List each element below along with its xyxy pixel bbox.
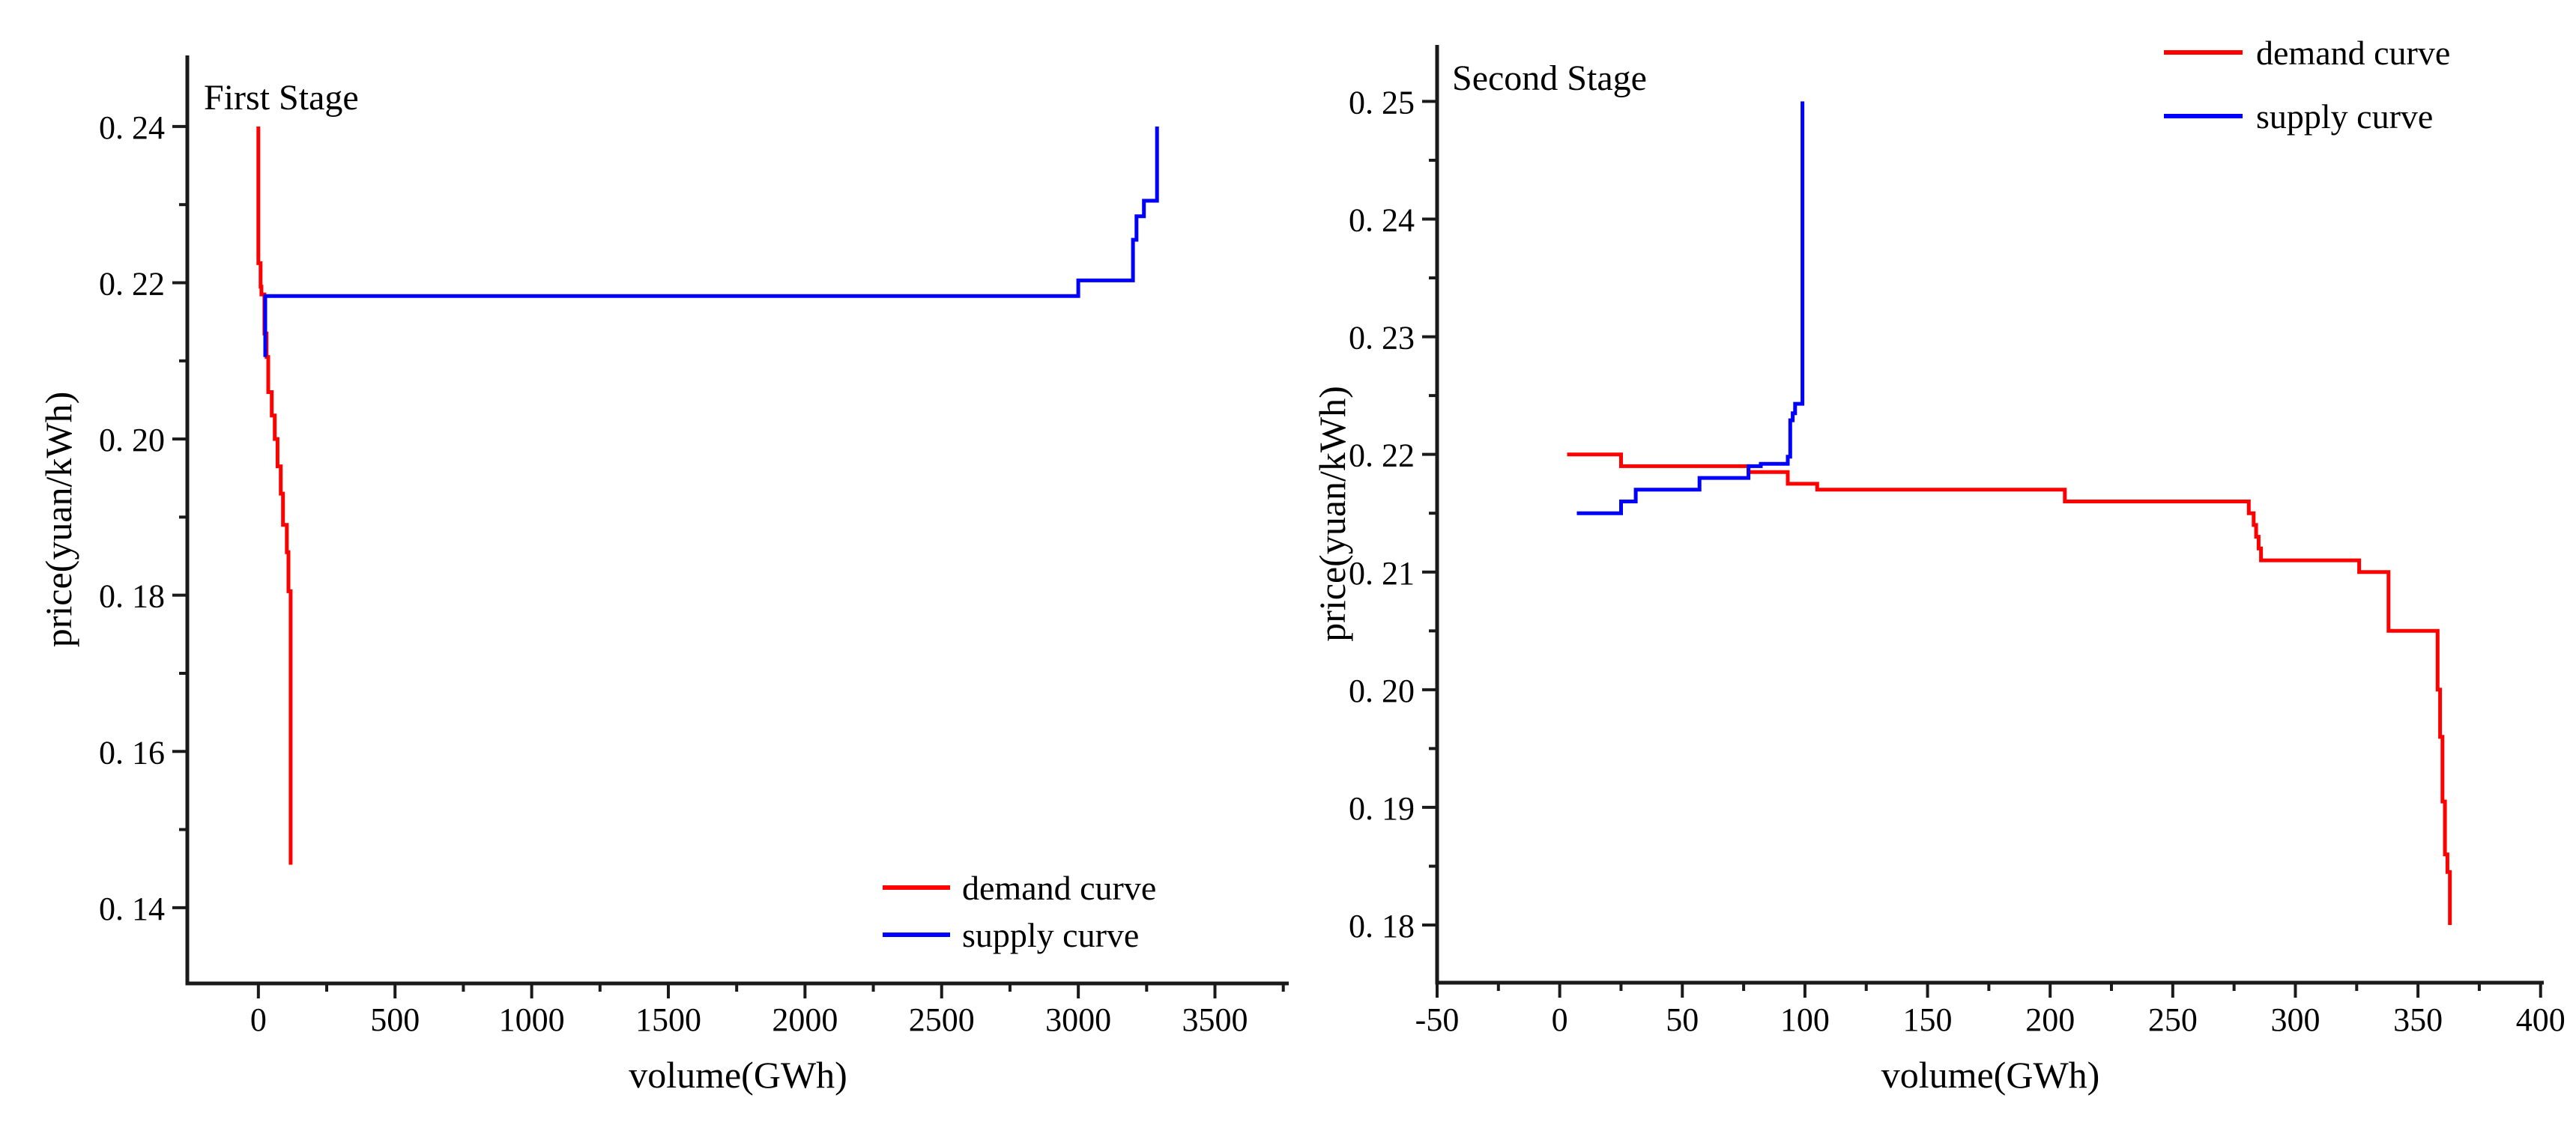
y-axis-label: price(yuan/kWh) [1311, 386, 1353, 642]
legend: demand curve supply curve [883, 869, 1156, 954]
legend-item-supply-curve: supply curve [2164, 97, 2433, 136]
legend-label: demand curve [2256, 34, 2450, 72]
y-axis-label: price(yuan/kWh) [37, 392, 79, 648]
x-tick-label: 500 [370, 1001, 420, 1038]
y-tick-label: 0. 23 [1349, 320, 1415, 357]
x-tick-label: 300 [2270, 1001, 2320, 1038]
x-tick-label: 400 [2516, 1001, 2566, 1038]
y-tick-label: 0. 22 [99, 265, 165, 302]
x-tick-label: 3500 [1182, 1001, 1248, 1038]
x-tick-label: 0 [1552, 1001, 1568, 1038]
y-tick-label: 0. 16 [99, 734, 165, 771]
legend-label: supply curve [2256, 97, 2433, 136]
legend-label: supply curve [962, 916, 1139, 954]
x-tick-label: 250 [2148, 1001, 2198, 1038]
y-tick-label: 0. 18 [99, 578, 165, 615]
legend-item-demand-curve: demand curve [2164, 34, 2450, 72]
y-tick-label: 0. 25 [1349, 84, 1415, 121]
x-tick-label: 1000 [499, 1001, 565, 1038]
x-tick-label: 2000 [772, 1001, 838, 1038]
x-tick-label: 350 [2393, 1001, 2443, 1038]
y-tick-label: 0. 24 [1349, 201, 1415, 238]
x-tick-label: 100 [1780, 1001, 1830, 1038]
y-tick-label: 0. 18 [1349, 908, 1415, 944]
x-tick-label: 2500 [909, 1001, 975, 1038]
x-tick-label: 1500 [635, 1001, 701, 1038]
second-stage-chart: -50 0 50 100 150 200 250 300 350 400 0. 25 0. 24 0. … [1311, 34, 2566, 1096]
x-tick-label: -50 [1415, 1001, 1460, 1038]
x-tick-label: 150 [1903, 1001, 1953, 1038]
supply-curve-line [263, 126, 1159, 357]
y-tick-label: 0. 20 [1349, 673, 1415, 709]
x-tick-label: 50 [1666, 1001, 1699, 1038]
x-axis-label: volume(GWh) [1881, 1054, 2100, 1096]
y-tick-label: 0. 24 [99, 109, 165, 146]
x-tick-label: 3000 [1045, 1001, 1111, 1038]
y-tick-label: 0. 14 [99, 891, 165, 927]
chart-title: First Stage [204, 78, 359, 118]
y-tick-label: 0. 21 [1349, 555, 1415, 592]
legend: demand curve supply curve [2164, 34, 2450, 136]
x-tick-label: 200 [2025, 1001, 2075, 1038]
first-stage-chart: 0 500 1000 1500 2000 2500 3000 3500 0. 24 0. 22 0.… [37, 55, 1289, 1096]
legend-item-demand-curve: demand curve [883, 869, 1156, 907]
supply-curve-line [1576, 101, 1805, 515]
legend-item-supply-curve: supply curve [883, 916, 1139, 954]
x-tick-label: 0 [250, 1001, 267, 1038]
y-tick-label: 0. 19 [1349, 790, 1415, 827]
legend-label: demand curve [962, 869, 1156, 907]
chart-title: Second Stage [1452, 58, 1647, 98]
demand-curve-line [1567, 452, 2452, 925]
demand-curve-line [256, 126, 293, 865]
x-axis-label: volume(GWh) [629, 1054, 847, 1096]
y-tick-label: 0. 20 [99, 422, 165, 458]
y-tick-label: 0. 22 [1349, 437, 1415, 474]
